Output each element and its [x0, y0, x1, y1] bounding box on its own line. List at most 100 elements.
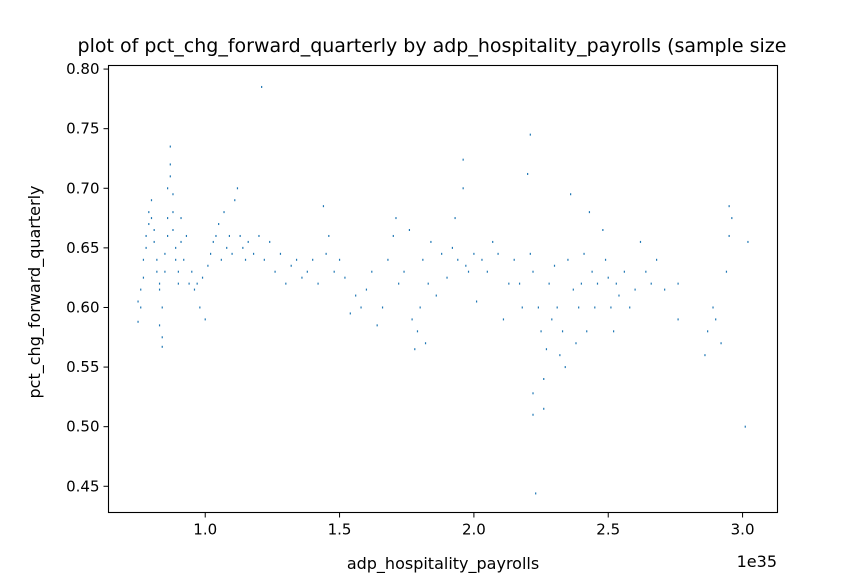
data-point [212, 240, 214, 243]
data-point [422, 258, 424, 261]
data-point [543, 378, 545, 380]
data-point [285, 282, 287, 285]
data-point [578, 306, 580, 309]
data-point [365, 288, 368, 291]
data-point [158, 288, 161, 291]
data-point [215, 234, 217, 237]
data-point [376, 324, 378, 327]
data-point [153, 240, 155, 243]
data-point [392, 234, 394, 237]
data-point [403, 270, 405, 273]
data-point [201, 276, 204, 279]
x-axis-offset-label: 1e35 [737, 552, 777, 571]
data-point [731, 217, 733, 220]
data-point [728, 205, 730, 208]
data-point [540, 330, 542, 333]
data-point [475, 300, 478, 303]
data-point [156, 258, 158, 261]
data-point [269, 240, 271, 243]
data-point [535, 492, 537, 495]
y-tick-label: 0.80 [66, 60, 99, 78]
data-point [604, 258, 607, 261]
data-point [567, 258, 569, 261]
data-point [172, 193, 174, 196]
x-tick-label: 3.0 [731, 521, 755, 539]
data-point [158, 282, 161, 285]
data-point [521, 306, 523, 309]
data-point [561, 330, 564, 333]
data-point [518, 282, 521, 285]
data-point [150, 217, 153, 220]
data-point [639, 240, 642, 243]
data-point [204, 318, 206, 321]
data-point [707, 330, 709, 333]
data-point [537, 306, 539, 309]
data-point [529, 252, 531, 255]
data-point [338, 258, 341, 261]
y-tick-label: 0.55 [66, 358, 99, 376]
data-point [387, 258, 389, 261]
x-tick-label: 2.0 [462, 521, 486, 539]
data-point [623, 270, 625, 273]
data-point [408, 229, 411, 231]
data-point [416, 330, 419, 333]
data-point [545, 348, 548, 351]
x-axis-ticks: 1.0 1.5 2.0 2.5 3.0 [193, 512, 755, 539]
data-point [677, 318, 679, 321]
data-point [572, 288, 574, 291]
data-point [175, 246, 177, 249]
data-point [465, 264, 467, 267]
data-point [720, 342, 722, 345]
data-point [492, 240, 494, 243]
data-point [156, 270, 158, 273]
data-point [140, 288, 142, 291]
data-point [513, 258, 515, 261]
data-point [435, 294, 437, 297]
data-point [645, 270, 647, 273]
data-point [169, 175, 171, 178]
data-point [462, 187, 464, 190]
data-point [223, 211, 225, 214]
data-point [610, 306, 612, 309]
data-point [559, 354, 561, 357]
data-point [148, 223, 150, 226]
x-axis-label: adp_hospitality_payrolls [347, 554, 539, 574]
data-point [398, 282, 400, 285]
data-point [591, 270, 593, 273]
data-point [481, 258, 483, 261]
data-point [228, 234, 230, 237]
data-point [588, 211, 591, 214]
data-point [188, 282, 190, 285]
data-point [355, 294, 357, 297]
data-point [169, 145, 171, 148]
data-point [325, 252, 327, 255]
data-point [602, 229, 604, 231]
data-point [263, 258, 265, 261]
data-point [446, 276, 448, 279]
data-point [532, 392, 534, 395]
data-point [532, 413, 534, 416]
data-point [725, 270, 728, 273]
y-tick-label: 0.75 [66, 120, 99, 138]
data-point [548, 282, 550, 285]
y-tick-label: 0.70 [66, 179, 99, 197]
data-point [704, 354, 706, 357]
data-point [650, 282, 652, 285]
data-point [150, 199, 153, 202]
data-point [145, 246, 147, 249]
data-point [317, 282, 319, 285]
data-point [258, 234, 260, 237]
data-point [454, 217, 456, 220]
data-point [239, 234, 241, 237]
data-point [185, 234, 188, 237]
data-point [664, 288, 666, 291]
data-point [586, 330, 588, 333]
data-point [634, 288, 636, 291]
data-point [564, 366, 566, 369]
y-axis-ticks: 0.45 0.50 0.55 0.60 0.65 0.70 0.75 0.80 [66, 60, 109, 495]
data-point [424, 342, 427, 345]
data-point [583, 252, 585, 255]
data-point [137, 300, 139, 303]
data-point [744, 425, 746, 428]
